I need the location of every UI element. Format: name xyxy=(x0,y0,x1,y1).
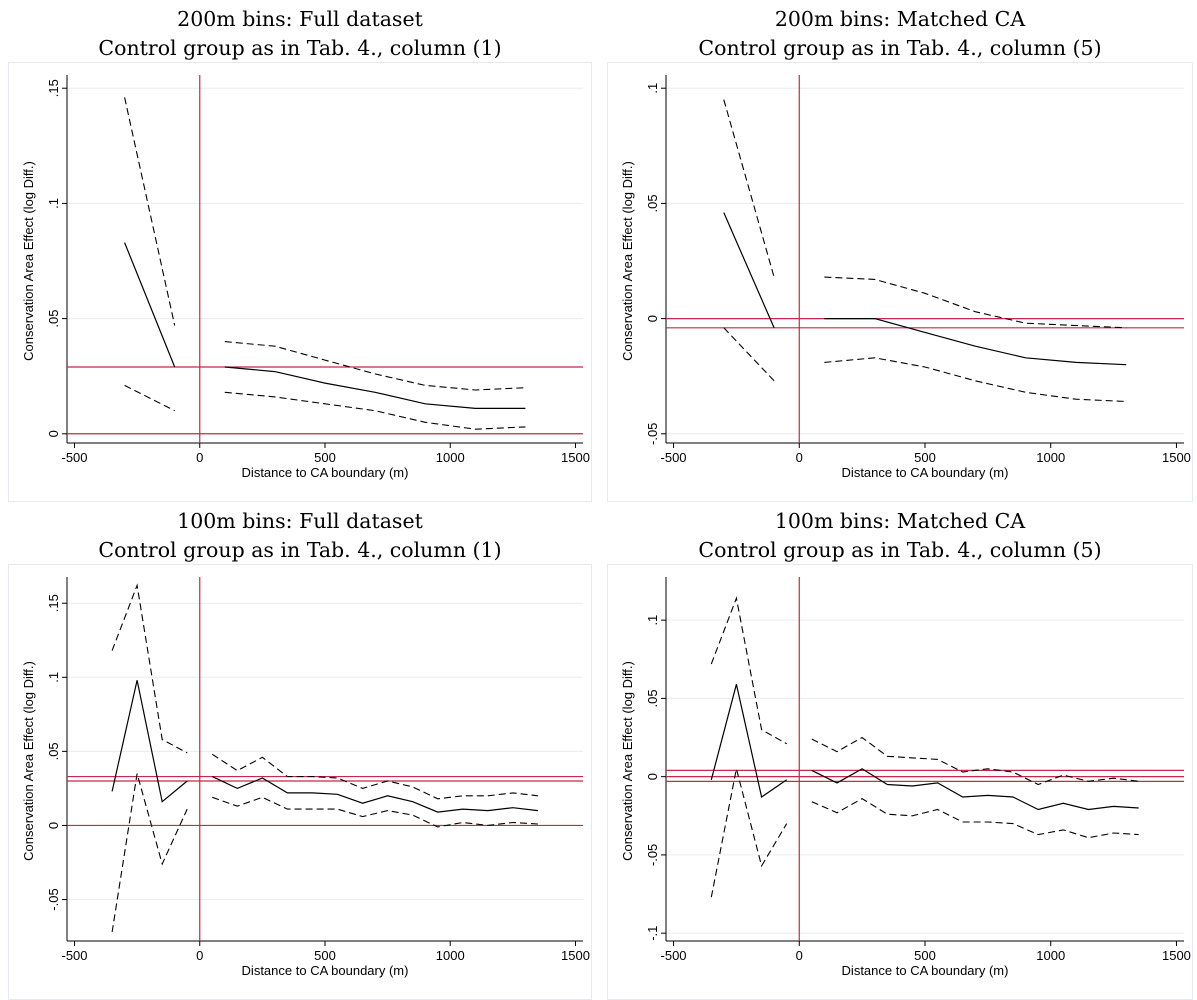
estimate-line xyxy=(224,366,526,409)
x-axis-label: Distance to CA boundary (m) xyxy=(242,465,409,480)
ci-upper-line xyxy=(124,97,176,326)
y-tick-label: .15 xyxy=(46,594,61,612)
x-tick-label: 1500 xyxy=(1162,948,1191,963)
ci-lower-line xyxy=(212,796,538,828)
estimate-line xyxy=(212,776,538,813)
y-tick-label: 0 xyxy=(46,822,61,829)
ci-upper-line xyxy=(224,341,526,391)
y-tick-label: .05 xyxy=(645,194,660,212)
ci-upper-line xyxy=(811,736,1139,786)
x-tick-label: 1500 xyxy=(561,948,590,963)
y-tick-label: .1 xyxy=(645,615,660,626)
estimate-line xyxy=(811,768,1139,811)
chart-panel-200m-matched: 200m bins: Matched CA Control group as i… xyxy=(607,0,1193,502)
y-tick-label: -.05 xyxy=(46,888,61,910)
y-tick-label: .1 xyxy=(46,198,61,209)
plot-area: -500 0 500 1000 1500 0 .05 .1 .15 Distance to CA … xyxy=(8,62,592,502)
x-tick-label: 0 xyxy=(196,450,203,465)
chart-panel-100m-matched: 100m bins: Matched CA Control group as i… xyxy=(607,502,1193,1000)
y-tick-label: .1 xyxy=(46,672,61,683)
chart-panel-200m-full: 200m bins: Full dataset Control group as… xyxy=(8,0,592,502)
y-tick-label: -.1 xyxy=(645,926,660,941)
ci-upper-line xyxy=(211,753,538,800)
x-tick-label: -500 xyxy=(61,450,87,465)
y-tick-label: .05 xyxy=(645,689,660,707)
x-tick-label: 500 xyxy=(914,948,936,963)
y-tick-label: .05 xyxy=(46,310,61,328)
x-tick-label: 500 xyxy=(314,450,336,465)
y-tick-label: .15 xyxy=(46,79,61,97)
x-tick-label: -500 xyxy=(661,948,687,963)
y-axis-label: Conservation Area Effect (log Diff.) xyxy=(21,661,36,861)
chart-panel-100m-full: 100m bins: Full dataset Control group as… xyxy=(8,502,592,1000)
ci-lower-line xyxy=(710,768,788,898)
ci-upper-line xyxy=(710,596,787,745)
x-tick-label: 500 xyxy=(314,948,336,963)
ci-lower-line xyxy=(224,391,526,430)
chart-subtitle: Control group as in Tab. 4., column (1) xyxy=(98,36,502,60)
x-axis-label: Distance to CA boundary (m) xyxy=(842,465,1009,480)
x-tick-label: 0 xyxy=(196,948,203,963)
ci-lower-line xyxy=(824,357,1127,403)
y-tick-label: -.05 xyxy=(645,423,660,445)
y-tick-label: -.05 xyxy=(645,844,660,866)
y-tick-label: .05 xyxy=(46,742,61,760)
x-tick-label: 1000 xyxy=(436,450,465,465)
chart-svg: -500 0 500 1000 1500 -.1 -.05 0 .05 .1 Distance to… xyxy=(620,577,1191,978)
ci-lower-line xyxy=(811,797,1139,839)
chart-subtitle: Control group as in Tab. 4., column (1) xyxy=(98,538,502,562)
x-tick-label: 1000 xyxy=(436,948,465,963)
plot-area: -500 0 500 1000 1500 -.05 0 .05 .1 .15 Distance to… xyxy=(8,564,592,1000)
chart-subtitle: Control group as in Tab. 4., column (5) xyxy=(698,36,1102,60)
x-tick-label: 1000 xyxy=(1036,948,1065,963)
ci-upper-line xyxy=(723,99,775,278)
y-axis-label: Conservation Area Effect (log Diff.) xyxy=(620,661,635,861)
estimate-line xyxy=(124,242,176,368)
y-tick-label: 0 xyxy=(645,773,660,780)
chart-svg: -500 0 500 1000 1500 -.05 0 .05 .1 .15 Distance to… xyxy=(21,577,590,978)
x-tick-label: -500 xyxy=(661,450,687,465)
y-tick-label: 0 xyxy=(645,315,660,322)
plot-area: -500 0 500 1000 1500 -.1 -.05 0 .05 .1 Distance to… xyxy=(607,564,1193,1000)
x-tick-label: 0 xyxy=(796,948,803,963)
chart-subtitle: Control group as in Tab. 4., column (5) xyxy=(698,538,1102,562)
x-tick-label: 1500 xyxy=(561,450,590,465)
estimate-line xyxy=(710,684,788,798)
x-axis-label: Distance to CA boundary (m) xyxy=(842,963,1009,978)
y-axis-label: Conservation Area Effect (log Diff.) xyxy=(21,161,36,361)
x-tick-label: -500 xyxy=(61,948,87,963)
ci-lower-line xyxy=(124,384,175,412)
chart-svg: -500 0 500 1000 1500 -.05 0 .05 .1 Distance to CA… xyxy=(620,75,1191,480)
y-tick-label: .1 xyxy=(645,83,660,94)
estimate-line xyxy=(111,680,188,803)
estimate-line xyxy=(824,318,1127,366)
y-tick-label: 0 xyxy=(46,430,61,437)
x-tick-label: 500 xyxy=(914,450,936,465)
x-tick-label: 1000 xyxy=(1036,450,1065,465)
chart-title: 200m bins: Full dataset xyxy=(177,7,423,31)
x-axis-label: Distance to CA boundary (m) xyxy=(242,963,409,978)
chart-title: 100m bins: Matched CA xyxy=(774,509,1026,533)
chart-title: 200m bins: Matched CA xyxy=(774,7,1026,31)
estimate-line xyxy=(723,212,775,329)
ci-upper-line xyxy=(824,276,1127,329)
x-tick-label: 1500 xyxy=(1162,450,1191,465)
y-axis-label: Conservation Area Effect (log Diff.) xyxy=(620,161,635,361)
plot-area: -500 0 500 1000 1500 -.05 0 .05 .1 Distance to CA… xyxy=(607,62,1193,502)
ci-upper-line xyxy=(111,583,188,754)
ci-lower-line xyxy=(723,327,775,382)
ci-lower-line xyxy=(111,773,188,933)
x-tick-label: 0 xyxy=(796,450,803,465)
chart-svg: -500 0 500 1000 1500 0 .05 .1 .15 Distance to CA … xyxy=(21,75,590,480)
chart-title: 100m bins: Full dataset xyxy=(177,509,423,533)
